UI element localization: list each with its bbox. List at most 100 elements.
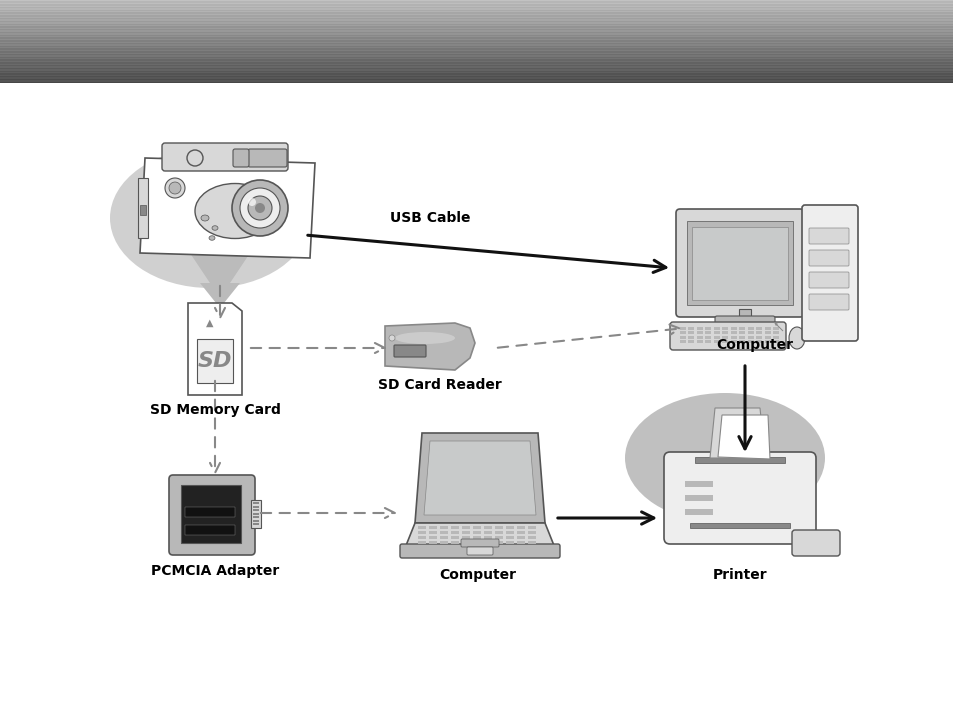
Bar — [253, 509, 258, 511]
FancyBboxPatch shape — [669, 322, 785, 350]
Bar — [495, 536, 502, 539]
Bar — [0, 51, 953, 53]
Bar — [713, 335, 720, 338]
Bar — [451, 536, 458, 539]
Bar — [0, 17, 953, 20]
Bar — [0, 48, 953, 50]
Bar — [679, 327, 685, 330]
Bar — [505, 541, 514, 544]
Bar — [417, 526, 426, 529]
Bar — [764, 340, 770, 343]
Bar — [0, 12, 953, 14]
Bar — [0, 59, 953, 61]
Bar — [527, 536, 536, 539]
Bar — [483, 541, 492, 544]
FancyBboxPatch shape — [663, 452, 815, 544]
Text: SD: SD — [197, 351, 232, 371]
Bar — [0, 78, 953, 80]
Bar — [0, 37, 953, 39]
Bar — [0, 11, 953, 12]
Bar — [473, 536, 480, 539]
Bar — [461, 536, 470, 539]
FancyBboxPatch shape — [808, 294, 848, 310]
Bar — [0, 54, 953, 56]
Bar — [0, 46, 953, 48]
FancyBboxPatch shape — [714, 316, 774, 330]
Ellipse shape — [110, 148, 310, 288]
Bar — [773, 327, 779, 330]
FancyBboxPatch shape — [808, 250, 848, 266]
Ellipse shape — [212, 226, 218, 230]
Bar — [0, 44, 953, 46]
Bar — [429, 526, 436, 529]
Bar — [517, 526, 524, 529]
Bar — [253, 502, 258, 504]
Polygon shape — [140, 158, 314, 258]
Polygon shape — [188, 303, 242, 395]
Bar — [473, 526, 480, 529]
Polygon shape — [405, 523, 555, 548]
Ellipse shape — [624, 393, 824, 523]
Bar — [697, 331, 702, 334]
Bar — [773, 335, 779, 338]
Text: Printer: Printer — [712, 568, 766, 582]
Bar — [688, 331, 694, 334]
Bar — [0, 35, 953, 38]
Bar — [0, 58, 953, 59]
Bar — [461, 531, 470, 534]
Bar — [0, 19, 953, 21]
Bar — [689, 523, 789, 528]
Circle shape — [187, 150, 203, 166]
Circle shape — [254, 203, 265, 213]
Text: SD Card Reader: SD Card Reader — [377, 378, 501, 392]
Bar — [429, 536, 436, 539]
FancyBboxPatch shape — [248, 149, 287, 167]
Bar — [0, 43, 953, 44]
Text: ▲: ▲ — [206, 318, 213, 328]
Bar — [0, 40, 953, 41]
Bar — [0, 33, 953, 35]
Bar — [0, 45, 953, 47]
Bar — [686, 221, 792, 305]
Bar — [0, 66, 953, 68]
Bar — [697, 340, 702, 343]
Bar — [0, 23, 953, 25]
FancyBboxPatch shape — [467, 547, 493, 555]
Bar — [730, 327, 737, 330]
Bar — [0, 55, 953, 56]
FancyArrow shape — [773, 322, 782, 331]
Text: SD Memory Card: SD Memory Card — [150, 403, 280, 417]
FancyBboxPatch shape — [162, 143, 288, 171]
Bar — [0, 60, 953, 62]
Bar — [439, 526, 448, 529]
Circle shape — [248, 196, 272, 220]
Bar — [730, 331, 737, 334]
Bar — [739, 335, 744, 338]
Ellipse shape — [788, 327, 804, 349]
Bar — [0, 26, 953, 27]
Bar — [730, 340, 737, 343]
Bar — [0, 64, 953, 67]
Bar — [705, 331, 711, 334]
Bar — [439, 541, 448, 544]
Bar — [517, 531, 524, 534]
Bar — [0, 0, 953, 1]
Text: Computer: Computer — [716, 338, 793, 352]
Bar — [461, 526, 470, 529]
Bar — [0, 25, 953, 26]
Bar — [713, 327, 720, 330]
Ellipse shape — [395, 332, 455, 344]
Bar — [0, 7, 953, 8]
Ellipse shape — [209, 236, 214, 240]
FancyBboxPatch shape — [460, 539, 498, 547]
Bar — [451, 526, 458, 529]
Bar — [140, 205, 146, 215]
Bar — [756, 327, 761, 330]
Bar — [417, 536, 426, 539]
Bar — [0, 72, 953, 73]
Bar — [721, 340, 728, 343]
Bar — [417, 541, 426, 544]
Circle shape — [165, 178, 185, 198]
Bar — [739, 331, 744, 334]
Bar — [461, 541, 470, 544]
